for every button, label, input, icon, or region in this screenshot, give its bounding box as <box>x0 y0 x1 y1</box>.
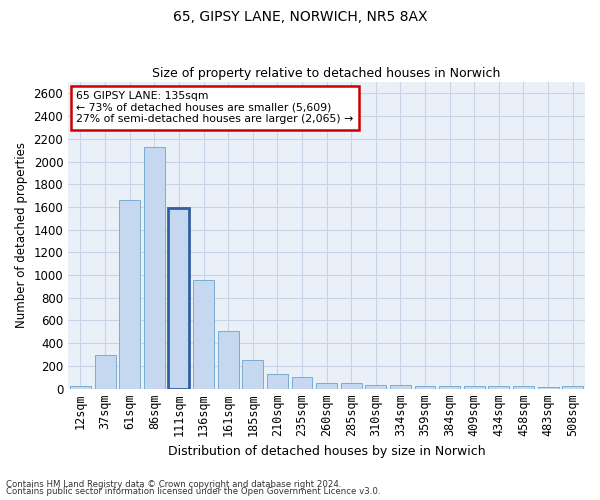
Text: Contains HM Land Registry data © Crown copyright and database right 2024.: Contains HM Land Registry data © Crown c… <box>6 480 341 489</box>
Bar <box>144 147 165 388</box>
Y-axis label: Number of detached properties: Number of detached properties <box>15 142 28 328</box>
Bar <box>488 386 509 388</box>
Text: 65, GIPSY LANE, NORWICH, NR5 8AX: 65, GIPSY LANE, NORWICH, NR5 8AX <box>173 10 427 24</box>
Bar <box>218 331 239 388</box>
Text: 65 GIPSY LANE: 135sqm
← 73% of detached houses are smaller (5,609)
27% of semi-d: 65 GIPSY LANE: 135sqm ← 73% of detached … <box>76 92 353 124</box>
Bar <box>390 384 411 388</box>
Bar <box>292 377 313 388</box>
Bar <box>439 386 460 388</box>
Bar <box>193 280 214 388</box>
Bar <box>169 208 190 388</box>
Bar <box>242 360 263 388</box>
Bar <box>513 386 534 388</box>
Bar <box>316 383 337 388</box>
X-axis label: Distribution of detached houses by size in Norwich: Distribution of detached houses by size … <box>168 444 485 458</box>
Bar <box>95 354 116 388</box>
Bar <box>70 386 91 388</box>
Bar <box>267 374 288 388</box>
Bar <box>562 386 583 388</box>
Bar <box>415 386 436 388</box>
Bar <box>464 386 485 388</box>
Bar <box>341 383 362 388</box>
Bar <box>119 200 140 388</box>
Title: Size of property relative to detached houses in Norwich: Size of property relative to detached ho… <box>152 66 501 80</box>
Bar <box>365 384 386 388</box>
Text: Contains public sector information licensed under the Open Government Licence v3: Contains public sector information licen… <box>6 487 380 496</box>
